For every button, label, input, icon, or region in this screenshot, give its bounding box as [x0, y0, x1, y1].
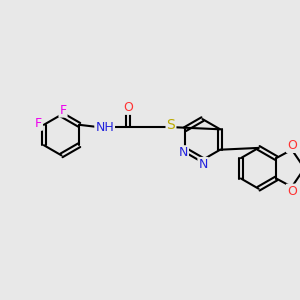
- Text: NH: NH: [95, 121, 114, 134]
- Text: S: S: [167, 118, 175, 132]
- Text: F: F: [59, 103, 67, 117]
- Text: O: O: [287, 139, 297, 152]
- Text: O: O: [123, 101, 133, 114]
- Text: F: F: [35, 117, 42, 130]
- Text: O: O: [287, 184, 297, 198]
- Text: N: N: [198, 158, 208, 171]
- Text: N: N: [178, 146, 188, 159]
